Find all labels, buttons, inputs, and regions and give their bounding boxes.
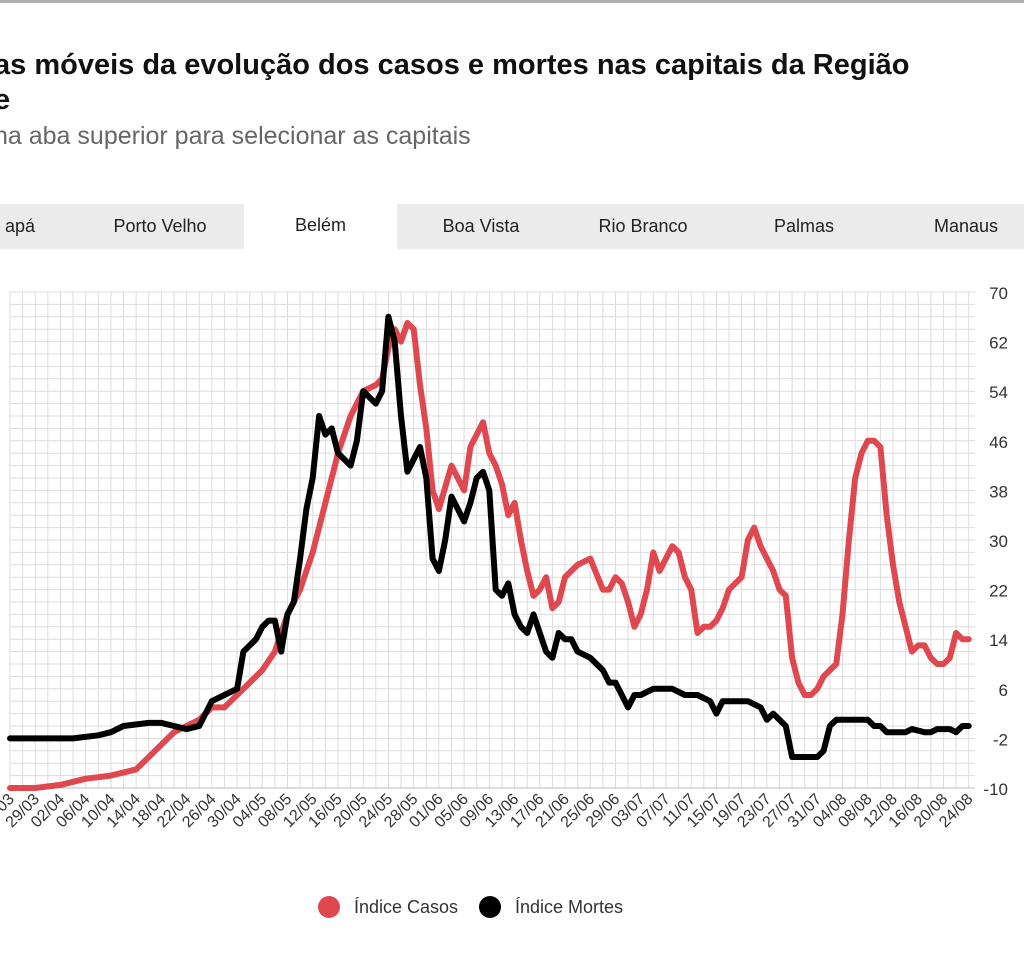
line-chart: -10 -2 6 14 22 30 38 46 54 62 70 25/0329/0302/0406…	[0, 284, 1008, 831]
series-line-mortes	[7, 313, 972, 760]
x-axis-labels: 25/0329/0302/0406/0410/0414/0418/0422/04…	[0, 791, 977, 831]
y-tick-label: 70	[989, 284, 1008, 303]
grid-layer	[9, 291, 975, 789]
top-divider	[0, 0, 1024, 3]
tab-porto-velho[interactable]: Porto Velho	[113, 216, 207, 236]
capital-tabs: apá Porto Velho Belém Boa Vista Rio Bran…	[0, 203, 1024, 249]
tab-palmas[interactable]: Palmas	[773, 216, 835, 236]
legend-item-mortes[interactable]: Índice Mortes	[479, 892, 623, 922]
y-tick-label: 38	[989, 482, 1008, 501]
legend-dot-mortes	[479, 896, 501, 918]
y-tick-label: 62	[989, 334, 1008, 353]
y-tick-label: -2	[993, 730, 1008, 749]
legend-label-casos: Índice Casos	[354, 896, 459, 917]
y-axis-labels: -10 -2 6 14 22 30 38 46 54 62 70	[983, 284, 1008, 799]
title-line-1: as móveis da evolução dos casos e mortes…	[0, 49, 910, 81]
y-tick-label: 22	[989, 582, 1008, 601]
y-tick-label: -10	[983, 780, 1008, 799]
legend-item-casos[interactable]: Índice Casos	[318, 892, 458, 922]
y-tick-label: 14	[989, 631, 1008, 650]
y-tick-label: 6	[999, 681, 1008, 700]
y-tick-label: 30	[989, 532, 1008, 551]
chart-subtitle: na aba superior para selecionar as capit…	[0, 122, 471, 150]
legend-dot-casos	[318, 896, 340, 918]
chart-title: as móveis da evolução dos casos e mortes…	[0, 48, 1024, 118]
title-line-2: e	[0, 84, 11, 116]
tab-belem[interactable]: Belém	[244, 203, 397, 249]
tab-amapa[interactable]: apá	[4, 216, 36, 236]
legend: Índice Casos Índice Mortes	[0, 892, 1024, 922]
tab-boa-vista[interactable]: Boa Vista	[442, 216, 520, 236]
tab-rio-branco[interactable]: Rio Branco	[598, 216, 688, 236]
legend-label-mortes: Índice Mortes	[515, 896, 624, 917]
series-layer	[7, 313, 972, 791]
series-line-casos	[7, 320, 972, 791]
y-tick-label: 54	[989, 383, 1008, 402]
y-tick-label: 46	[989, 433, 1008, 452]
tab-manaus[interactable]: Manaus	[933, 216, 999, 236]
